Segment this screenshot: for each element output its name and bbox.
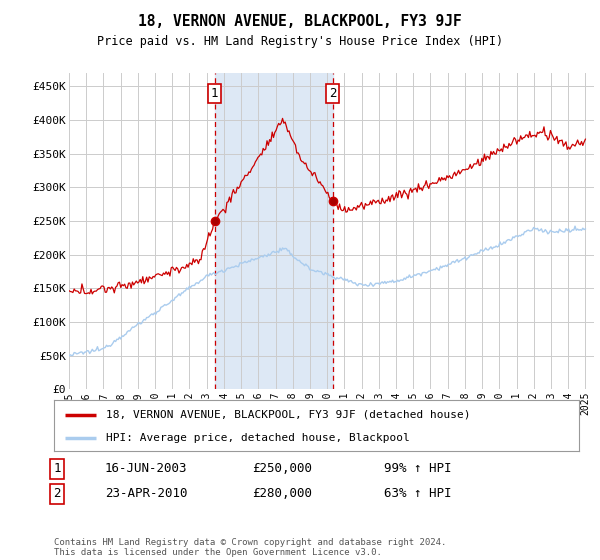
- Text: 23-APR-2010: 23-APR-2010: [105, 487, 187, 501]
- Text: £280,000: £280,000: [252, 487, 312, 501]
- Text: 16-JUN-2003: 16-JUN-2003: [105, 462, 187, 475]
- Text: 1: 1: [211, 87, 218, 100]
- Text: Contains HM Land Registry data © Crown copyright and database right 2024.
This d: Contains HM Land Registry data © Crown c…: [54, 538, 446, 557]
- Text: Price paid vs. HM Land Registry's House Price Index (HPI): Price paid vs. HM Land Registry's House …: [97, 35, 503, 48]
- Bar: [215, 73, 332, 389]
- Text: 99% ↑ HPI: 99% ↑ HPI: [384, 462, 452, 475]
- Text: 63% ↑ HPI: 63% ↑ HPI: [384, 487, 452, 501]
- Text: 18, VERNON AVENUE, BLACKPOOL, FY3 9JF: 18, VERNON AVENUE, BLACKPOOL, FY3 9JF: [138, 14, 462, 29]
- Text: £250,000: £250,000: [252, 462, 312, 475]
- Text: 2: 2: [329, 87, 336, 100]
- Text: 18, VERNON AVENUE, BLACKPOOL, FY3 9JF (detached house): 18, VERNON AVENUE, BLACKPOOL, FY3 9JF (d…: [107, 409, 471, 419]
- Text: 2: 2: [53, 487, 61, 501]
- Text: HPI: Average price, detached house, Blackpool: HPI: Average price, detached house, Blac…: [107, 433, 410, 443]
- Text: 1: 1: [53, 462, 61, 475]
